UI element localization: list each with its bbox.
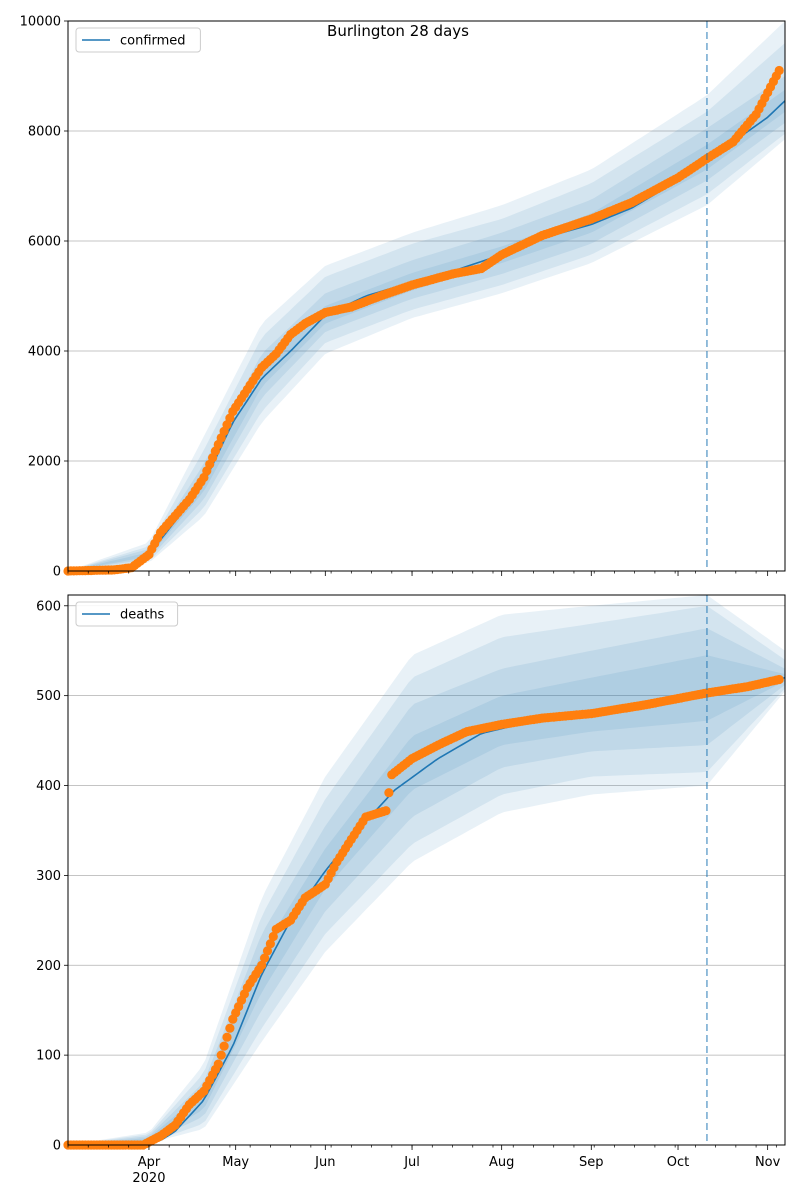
confirmed-observed-point	[774, 65, 784, 76]
xtick-label: Sep	[579, 1155, 604, 1170]
deaths-observed-point	[213, 1059, 223, 1069]
confirmed-90pct-band	[68, 43, 785, 571]
xtick-label: Jun	[314, 1155, 335, 1170]
deaths-ytick-label: 600	[36, 599, 61, 614]
confirmed-axes-frame	[67, 20, 786, 572]
xtick-label: Jul	[403, 1155, 420, 1170]
deaths-80pct-band	[68, 628, 785, 1145]
confirmed-ytick-label: 0	[53, 565, 61, 580]
deaths-ytick-label: 100	[36, 1049, 61, 1064]
deaths-95pct-band	[68, 595, 785, 1145]
deaths-observed-point	[257, 960, 267, 970]
deaths-panel: 0 100 200 300 400 500 600 Apr May Jun Jul Aug Sep Oct…	[36, 594, 786, 1186]
xtick-label: Apr	[138, 1155, 161, 1170]
confirmed-80pct-band	[68, 76, 785, 571]
xtick-year-label: 2020	[132, 1171, 165, 1186]
confirmed-95pct-band	[68, 21, 785, 571]
xtick-label: Nov	[755, 1155, 781, 1170]
deaths-observed-point	[262, 946, 273, 956]
deaths-observed-point	[384, 788, 394, 798]
deaths-observed-point	[260, 953, 270, 963]
xtick-label: Aug	[489, 1155, 514, 1170]
xtick-label: Oct	[667, 1155, 689, 1170]
deaths-legend-box	[75, 601, 179, 627]
deaths-ytick-label: 400	[36, 779, 61, 794]
chart-title: Burlington 28 days	[327, 22, 469, 40]
confirmed-legend-box	[75, 27, 201, 53]
deaths-legend: deaths	[75, 601, 179, 627]
deaths-observed-point	[774, 674, 784, 685]
deaths-ytick-label: 200	[36, 959, 61, 974]
confirmed-ytick-label: 10000	[20, 15, 61, 30]
deaths-observed-point	[222, 1032, 232, 1042]
deaths-observed-point	[225, 1023, 235, 1033]
deaths-legend-label: deaths	[120, 608, 165, 623]
confirmed-legend: confirmed	[75, 27, 201, 53]
xtick-label: May	[222, 1155, 249, 1170]
confirmed-panel: 0 2000 4000 6000 8000 10000 confirmed	[20, 15, 786, 580]
deaths-observed-point	[268, 931, 278, 942]
deaths-ytick-label: 500	[36, 689, 61, 704]
deaths-observed-point	[381, 806, 391, 816]
confirmed-ytick-label: 6000	[28, 235, 61, 250]
deaths-observed-point	[219, 1041, 229, 1051]
deaths-ytick-label: 0	[53, 1139, 61, 1154]
deaths-observed-point	[216, 1050, 226, 1060]
confirmed-ytick-label: 8000	[28, 125, 61, 140]
confirmed-legend-label: confirmed	[120, 34, 186, 49]
deaths-axes-frame	[67, 594, 786, 1146]
deaths-observed-point	[265, 939, 275, 949]
deaths-ytick-label: 300	[36, 869, 61, 884]
confirmed-ytick-label: 2000	[28, 455, 61, 470]
confirmed-ytick-label: 4000	[28, 345, 61, 360]
